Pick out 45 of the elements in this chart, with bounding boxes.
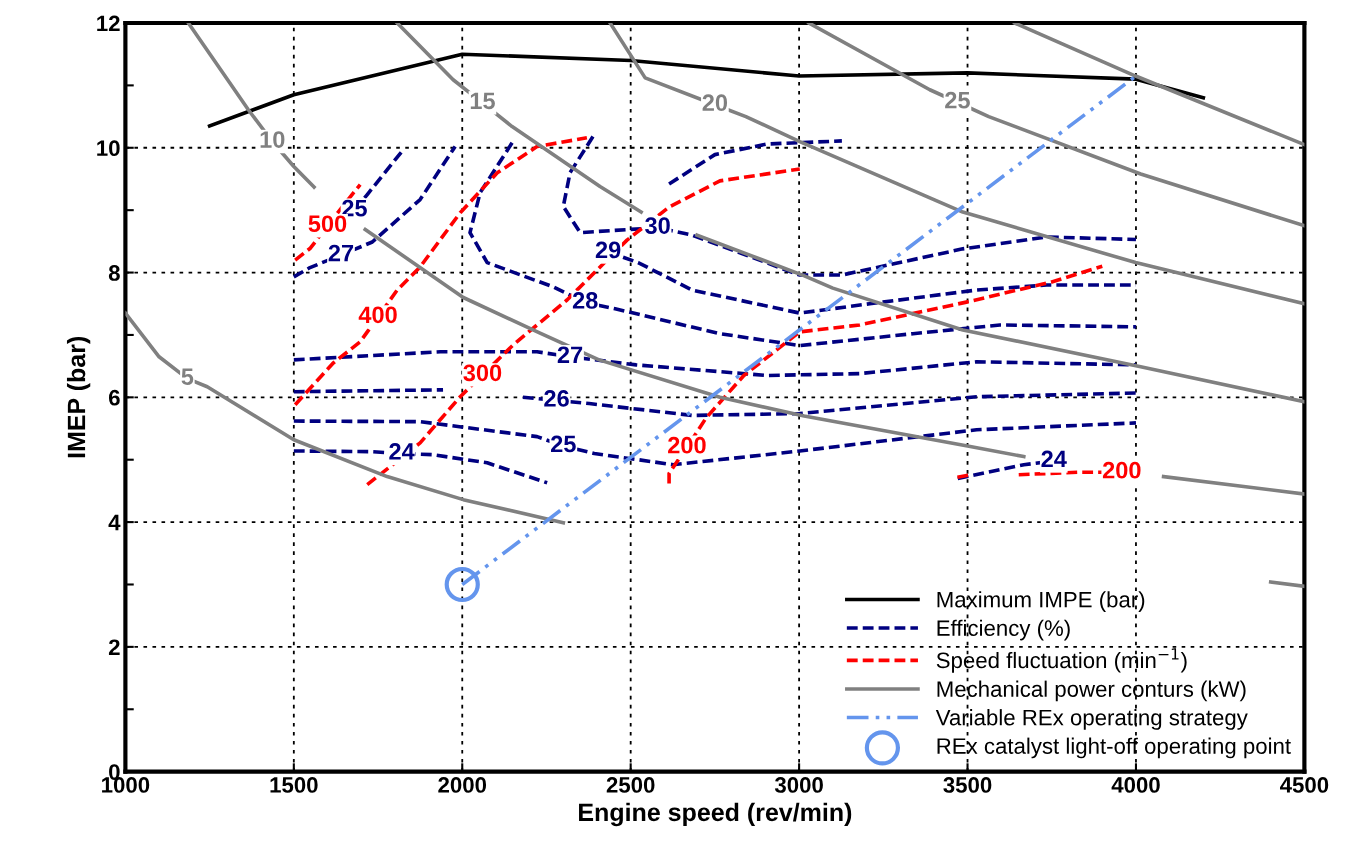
legend-label: Speed fluctuation (min$^{−1}$): [936, 648, 1187, 673]
line-series: [807, 23, 1305, 228]
line-series: [561, 134, 1138, 277]
y-tick-label: 12: [97, 15, 120, 32]
line-series: [292, 144, 457, 279]
annotation: 25: [342, 199, 367, 217]
line-series: [667, 139, 844, 186]
legend-label: Efficiency (%): [937, 619, 1070, 641]
annotation: 24: [1041, 450, 1067, 468]
y-tick-label: 2: [108, 639, 120, 655]
annotation: 27: [328, 244, 354, 262]
x-tick-label: 4500: [1280, 777, 1329, 793]
line-series: [468, 140, 1138, 348]
x-tick-label: 2000: [438, 777, 487, 793]
line-series: [666, 264, 1105, 486]
annotation: 25: [551, 435, 576, 453]
y-axis-title: IMEP (bar): [66, 336, 91, 458]
annotation: 200: [1102, 461, 1141, 479]
y-tick-label: 10: [97, 140, 120, 157]
annotation: 400: [358, 306, 397, 324]
annotation: 29: [595, 241, 621, 259]
legend-label: REx catalyst light-off operating point: [937, 737, 1291, 759]
x-tick-label: 3000: [774, 777, 823, 793]
annotation: 28: [572, 292, 598, 309]
annotation: 25: [945, 91, 970, 109]
y-tick-label: 4: [108, 514, 121, 531]
x-tick-label: 3500: [943, 777, 992, 793]
annotation: 27: [557, 346, 583, 363]
legend-label: Maximum IMPE (bar): [937, 591, 1145, 612]
legend-label: Variable REx operating strategy: [935, 709, 1248, 730]
y-tick-label: 6: [108, 389, 120, 406]
annotation: 200: [668, 436, 706, 454]
annotation: 20: [702, 94, 728, 112]
annotation: 15: [470, 92, 495, 110]
x-tick-label: 4000: [1111, 777, 1160, 793]
x-axis-title: Engine speed (rev/min): [579, 802, 852, 827]
point: [444, 566, 480, 603]
annotation: 24: [389, 443, 415, 460]
annotation: 26: [544, 390, 569, 407]
x-tick-label: 2500: [606, 777, 655, 793]
y-tick-label: 8: [108, 265, 120, 281]
x-tick-label: 1500: [270, 777, 318, 793]
annotation: 30: [645, 217, 670, 234]
annotation: 10: [260, 131, 285, 148]
legend-label: Mechanical power conturs (kW): [937, 680, 1246, 702]
